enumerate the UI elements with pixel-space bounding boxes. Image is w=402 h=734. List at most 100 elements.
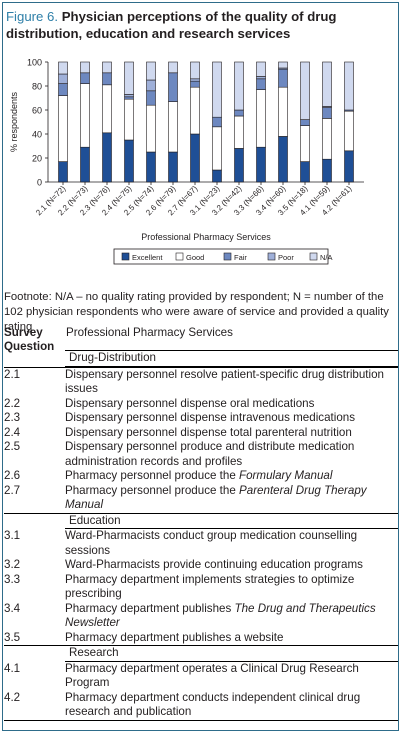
bar-segment-good <box>234 115 244 149</box>
bar-segment-good <box>344 110 354 152</box>
table-row: 2.3 Dispensary personnel dispense intrave… <box>4 411 398 426</box>
question-number: 4.2 <box>4 690 21 704</box>
table-row: 2.6 Pharmacy personnel produce the Formul… <box>4 469 398 484</box>
table-header-question: Survey Question <box>4 326 55 353</box>
legend-swatch-fair <box>223 252 232 261</box>
bar-segment-na <box>146 61 156 81</box>
service-text: Pharmacy department implements strategie… <box>65 572 355 601</box>
publication-title: Formulary Manual <box>239 469 333 482</box>
service-text: Pharmacy department publishes <box>65 601 235 615</box>
services-table: Drug-Distribution 2.1 Dispensary personnel… <box>4 350 398 721</box>
bar-segment-excellent <box>190 133 200 183</box>
service-description: Dispensary personnel dispense oral medic… <box>65 397 398 412</box>
legend-swatch-excellent <box>121 252 130 261</box>
y-axis-title: % respondents <box>9 91 19 152</box>
service-text: Dispensary personnel dispense intravenou… <box>65 411 356 424</box>
bar-segment-na <box>80 61 90 74</box>
legend-swatch-na <box>309 252 318 261</box>
footnote: Footnote: N/A – no quality rating provid… <box>4 291 389 333</box>
bar-segment-excellent <box>212 169 222 183</box>
legend-label-fair: Fair <box>234 253 247 262</box>
bar-segment-fair <box>278 68 288 88</box>
bar-segment-na <box>168 61 178 74</box>
table-row: 3.1 Ward-Pharmacists conduct group medica… <box>4 529 398 558</box>
bar-segment-fair <box>58 83 68 96</box>
bar-segment-excellent <box>124 139 134 183</box>
bar-segment-excellent <box>58 161 68 183</box>
bar-segment-poor <box>190 78 200 82</box>
bar-segment-good <box>212 126 222 171</box>
y-tick-label: 40 <box>32 130 42 140</box>
bar-segment-fair <box>212 116 222 128</box>
service-text: Ward-Pharmacists conduct group medicatio… <box>65 529 358 557</box>
bar-segment-good <box>278 86 288 137</box>
service-description: Pharmacy personnel produce the Formulary… <box>65 469 398 484</box>
legend-label-na: N/A <box>320 253 333 262</box>
bar-segment-na <box>102 61 112 74</box>
bar-segment-fair <box>146 90 156 106</box>
table-row: 4.2 Pharmacy department conducts independ… <box>4 691 398 721</box>
table-section-header: Drug-Distribution <box>65 350 398 367</box>
publication-title: Parenteral Drug Therapy Manual <box>65 483 367 512</box>
bar-segment-poor <box>58 73 68 84</box>
bar-segment-fair <box>80 72 90 84</box>
bar-segment-excellent <box>256 146 266 183</box>
service-text: Dispensary personnel produce and distrib… <box>65 440 355 468</box>
y-tick-label: 20 <box>32 154 42 164</box>
question-number: 2.3 <box>4 411 21 424</box>
bar-segment-na <box>322 61 332 107</box>
table-row: 4.1 Pharmacy department operates a Clinic… <box>4 662 398 691</box>
bar-segment-excellent <box>102 132 112 183</box>
service-description: Pharmacy department operates a Clinical … <box>65 662 398 691</box>
bar-segment-fair <box>124 96 134 100</box>
bar-segment-good <box>124 98 134 141</box>
bar-segment-fair <box>322 107 332 119</box>
bar-segment-excellent <box>278 136 288 183</box>
bar-segment-fair <box>168 72 178 102</box>
legend-swatch-good <box>175 252 184 261</box>
question-number: 2.1 <box>4 367 21 381</box>
service-description: Dispensary personnel dispense intravenou… <box>65 411 398 426</box>
y-tick-label: 80 <box>32 82 42 92</box>
service-text: Dispensary personnel resolve patient-spe… <box>65 367 384 396</box>
table-row: 2.1 Dispensary personnel resolve patient-… <box>4 366 398 397</box>
bar-segment-good <box>146 104 156 153</box>
legend-label-poor: Poor <box>278 253 294 262</box>
legend-label-good: Good <box>186 253 204 262</box>
question-number: 4.1 <box>4 661 21 675</box>
publication-title: The Drug and Therapeutics Newsletter <box>65 601 376 630</box>
bar-segment-poor <box>146 79 156 92</box>
service-description: Ward-Pharmacists provide continuing educ… <box>65 558 398 573</box>
bar-segment-good <box>300 125 310 162</box>
y-tick-label: 60 <box>32 106 42 116</box>
bar-segment-good <box>190 86 200 135</box>
service-text: Pharmacy personnel produce the <box>65 483 240 497</box>
legend-label-excellent: Excellent <box>132 253 163 262</box>
y-tick-label: 0 <box>37 178 42 188</box>
service-description: Pharmacy personnel produce the Parentera… <box>65 484 398 513</box>
bar-segment-excellent <box>168 151 178 183</box>
bar-segment-na <box>124 61 134 95</box>
table-row: 3.2 Ward-Pharmacists provide continuing e… <box>4 558 398 573</box>
service-text: Pharmacy department conducts independent… <box>65 690 361 719</box>
x-axis-title: Professional Pharmacy Services <box>141 232 271 242</box>
bar-segment-fair <box>102 72 112 86</box>
bar-segment-good <box>80 83 90 148</box>
bar-segment-poor <box>124 94 134 98</box>
bar-segment-fair <box>190 80 200 88</box>
bar-segment-excellent <box>234 148 244 183</box>
bar-segment-poor <box>256 76 266 80</box>
bar-segment-na <box>278 61 288 69</box>
bar-segment-fair <box>256 78 266 90</box>
bar-segment-na <box>344 61 354 111</box>
bar-segment-excellent <box>344 150 354 183</box>
bar-segment-na <box>212 61 222 118</box>
question-number: 2.4 <box>4 425 21 439</box>
service-description: Pharmacy department publishes The Drug a… <box>65 602 398 631</box>
table-row: 3.3 Pharmacy department implements strate… <box>4 573 398 602</box>
figure-title-text: Physician perceptions of the quality of … <box>6 9 337 41</box>
bar-segment-excellent <box>146 151 156 183</box>
question-number: 3.5 <box>4 630 21 644</box>
